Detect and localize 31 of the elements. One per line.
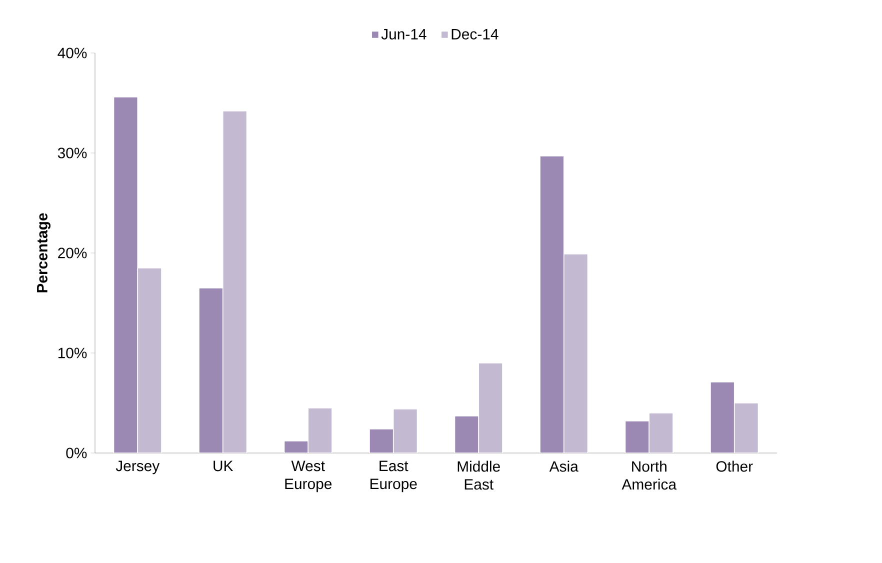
bar xyxy=(454,416,480,453)
bar xyxy=(308,408,332,453)
bar xyxy=(137,268,162,453)
x-tick-label: UK xyxy=(214,460,234,472)
x-tick-label: North America xyxy=(622,460,677,490)
bar xyxy=(478,362,503,453)
bar xyxy=(710,382,735,453)
legend-label: Dec-14 xyxy=(452,29,498,40)
x-tick-label: Middle East xyxy=(458,460,500,490)
y-tick-label: 0% xyxy=(66,448,87,458)
x-tick-label: Jersey xyxy=(116,460,160,474)
bar xyxy=(563,254,588,453)
bar xyxy=(369,428,394,453)
x-tick-label: East Europe xyxy=(370,460,417,492)
bar xyxy=(222,110,248,453)
bar xyxy=(198,288,224,453)
x-tick-label: West Europe xyxy=(285,460,332,492)
x-tick-label: Asia xyxy=(549,460,578,472)
bar xyxy=(624,420,650,453)
y-tick-label: 10% xyxy=(58,348,87,358)
legend-label: Jun-14 xyxy=(381,29,426,40)
bar xyxy=(392,408,418,453)
y-tick-label: 40% xyxy=(58,48,87,58)
bar xyxy=(540,156,564,453)
bar xyxy=(734,402,759,453)
bar xyxy=(648,412,674,453)
y-tick-label: 20% xyxy=(58,248,87,258)
bar xyxy=(113,96,138,453)
x-tick-label: Other xyxy=(716,460,753,472)
y-axis-title: Percentage xyxy=(37,213,50,292)
y-tick-label: 30% xyxy=(58,148,87,158)
